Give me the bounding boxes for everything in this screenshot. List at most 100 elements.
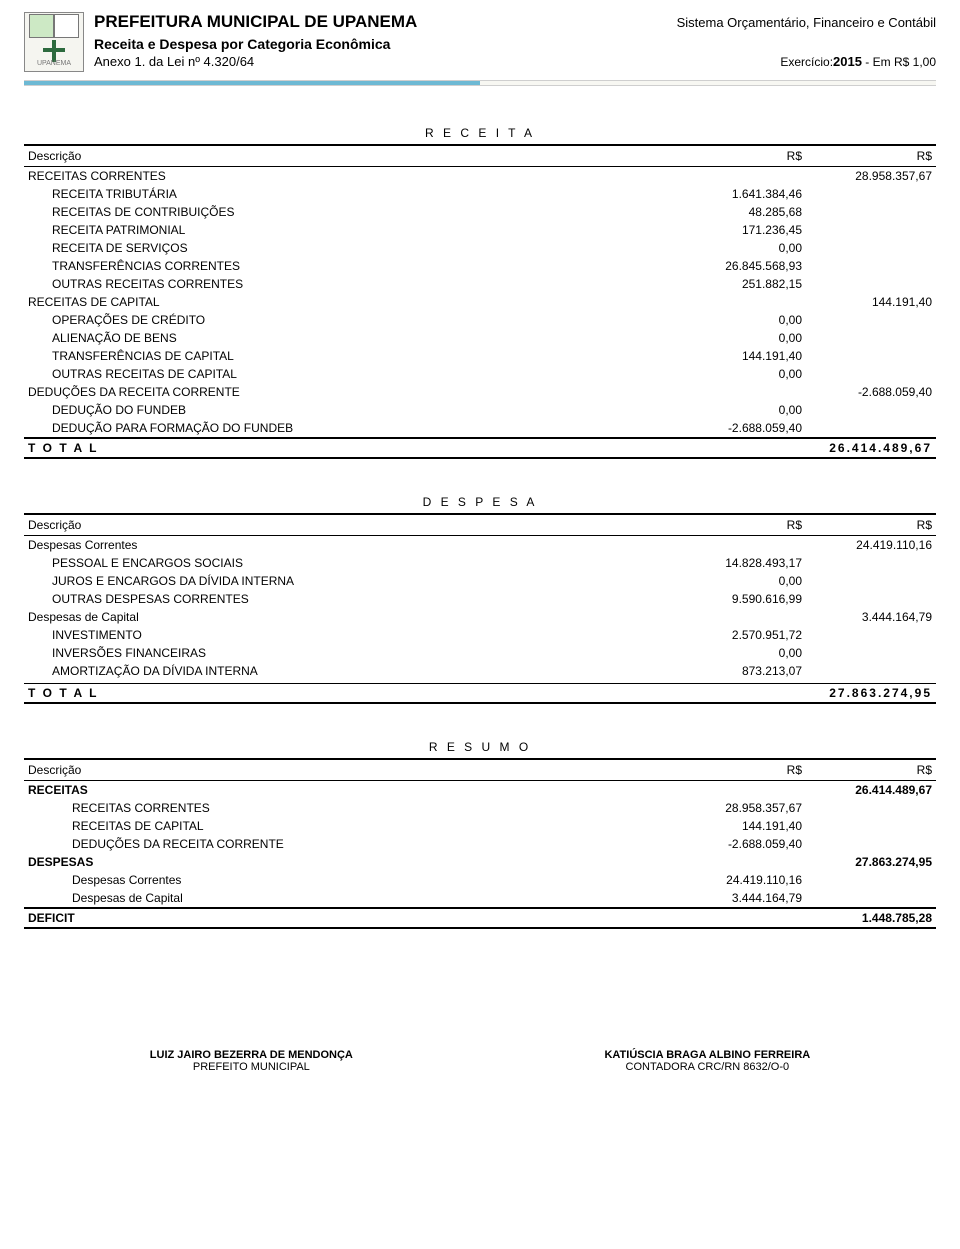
row-label: RECEITAS CORRENTES	[24, 167, 676, 186]
row-label: RECEITAS DE CONTRIBUIÇÕES	[24, 203, 676, 221]
despesa-total-value: 27.863.274,95	[806, 683, 936, 703]
row-label: OUTRAS RECEITAS CORRENTES	[24, 275, 676, 293]
row-label: TRANSFERÊNCIAS DE CAPITAL	[24, 347, 676, 365]
exercicio-suffix: - Em R$ 1,00	[862, 55, 936, 69]
sig-left-name: LUIZ JAIRO BEZERRA DE MENDONÇA	[150, 1049, 353, 1061]
row-value-2	[806, 572, 936, 590]
row-value-2	[806, 889, 936, 908]
row-value-2	[806, 311, 936, 329]
row-label: TRANSFERÊNCIAS CORRENTES	[24, 257, 676, 275]
despesa-table: Descrição R$ R$ Despesas Correntes24.419…	[24, 513, 936, 704]
deficit-value: 1.448.785,28	[806, 908, 936, 928]
col-rs2: R$	[806, 514, 936, 536]
row-value-2: 3.444.164,79	[806, 608, 936, 626]
row-value-1: 24.419.110,16	[676, 871, 806, 889]
table-row: INVESTIMENTO2.570.951,72	[24, 626, 936, 644]
row-label: RECEITA PATRIMONIAL	[24, 221, 676, 239]
row-value-1: 251.882,15	[676, 275, 806, 293]
row-value-2: 27.863.274,95	[806, 853, 936, 871]
row-value-1: 873.213,07	[676, 662, 806, 680]
row-value-1: 144.191,40	[676, 347, 806, 365]
row-label: RECEITAS	[24, 780, 676, 799]
table-row: RECEITA TRIBUTÁRIA1.641.384,46	[24, 185, 936, 203]
row-value-2	[806, 347, 936, 365]
receita-total-value: 26.414.489,67	[806, 438, 936, 458]
table-row: DEDUÇÕES DA RECEITA CORRENTE-2.688.059,4…	[24, 835, 936, 853]
col-rs1: R$	[676, 145, 806, 167]
table-row: RECEITAS DE CAPITAL144.191,40	[24, 817, 936, 835]
row-value-2: -2.688.059,40	[806, 383, 936, 401]
row-label: RECEITAS DE CAPITAL	[24, 817, 676, 835]
header-text-block: PREFEITURA MUNICIPAL DE UPANEMA Sistema …	[94, 12, 936, 69]
table-row: ALIENAÇÃO DE BENS0,00	[24, 329, 936, 347]
row-value-1	[676, 608, 806, 626]
row-value-1: 2.570.951,72	[676, 626, 806, 644]
row-value-2	[806, 275, 936, 293]
table-row: Despesas de Capital 3.444.164,79	[24, 608, 936, 626]
table-row: INVERSÕES FINANCEIRAS0,00	[24, 644, 936, 662]
row-value-2	[806, 662, 936, 680]
table-row: TRANSFERÊNCIAS CORRENTES26.845.568,93	[24, 257, 936, 275]
row-value-1	[676, 780, 806, 799]
signature-right: KATIÚSCIA BRAGA ALBINO FERREIRA CONTADOR…	[604, 1049, 810, 1073]
row-value-1: 0,00	[676, 239, 806, 257]
row-value-2	[806, 401, 936, 419]
row-value-2	[806, 644, 936, 662]
resumo-table: Descrição R$ R$ RECEITAS26.414.489,67REC…	[24, 758, 936, 929]
signature-left: LUIZ JAIRO BEZERRA DE MENDONÇA PREFEITO …	[150, 1049, 353, 1073]
receita-title: R E C E I T A	[24, 126, 936, 140]
col-rs2: R$	[806, 145, 936, 167]
row-value-1: -2.688.059,40	[676, 835, 806, 853]
row-value-2	[806, 799, 936, 817]
row-value-1: 0,00	[676, 401, 806, 419]
report-subtitle: Receita e Despesa por Categoria Econômic…	[94, 36, 936, 52]
row-value-2: 24.419.110,16	[806, 536, 936, 555]
receita-table: Descrição R$ R$ RECEITAS CORRENTES28.958…	[24, 144, 936, 459]
row-value-1: 9.590.616,99	[676, 590, 806, 608]
table-row: PESSOAL E ENCARGOS SOCIAIS14.828.493,17	[24, 554, 936, 572]
row-value-1: -2.688.059,40	[676, 419, 806, 438]
row-label: RECEITA TRIBUTÁRIA	[24, 185, 676, 203]
row-value-2	[806, 626, 936, 644]
row-value-2	[806, 365, 936, 383]
table-row: OUTRAS DESPESAS CORRENTES9.590.616,99	[24, 590, 936, 608]
table-row: OUTRAS RECEITAS DE CAPITAL0,00	[24, 365, 936, 383]
row-value-1	[676, 853, 806, 871]
row-value-1: 0,00	[676, 329, 806, 347]
row-value-1: 171.236,45	[676, 221, 806, 239]
row-label: AMORTIZAÇÃO DA DÍVIDA INTERNA	[24, 662, 676, 680]
row-label: OPERAÇÕES DE CRÉDITO	[24, 311, 676, 329]
row-value-1	[676, 167, 806, 186]
sig-right-name: KATIÚSCIA BRAGA ALBINO FERREIRA	[604, 1049, 810, 1061]
table-row: Despesas de Capital3.444.164,79	[24, 889, 936, 908]
row-value-1: 144.191,40	[676, 817, 806, 835]
row-label: OUTRAS DESPESAS CORRENTES	[24, 590, 676, 608]
row-label: Despesas Correntes	[24, 536, 676, 555]
row-value-1: 28.958.357,67	[676, 799, 806, 817]
row-value-2	[806, 203, 936, 221]
table-row: DEDUÇÕES DA RECEITA CORRENTE-2.688.059,4…	[24, 383, 936, 401]
row-value-2	[806, 871, 936, 889]
col-rs1: R$	[676, 759, 806, 781]
row-label: Despesas de Capital	[24, 608, 676, 626]
table-row: RECEITAS26.414.489,67	[24, 780, 936, 799]
anexo-label: Anexo 1. da Lei nº 4.320/64	[94, 54, 254, 69]
logo-icon: UPANEMA	[24, 12, 84, 72]
table-row: Despesas Correntes24.419.110,16	[24, 871, 936, 889]
row-value-1: 0,00	[676, 365, 806, 383]
row-label: RECEITA DE SERVIÇOS	[24, 239, 676, 257]
row-label: ALIENAÇÃO DE BENS	[24, 329, 676, 347]
row-value-1: 48.285,68	[676, 203, 806, 221]
row-label: DEDUÇÕES DA RECEITA CORRENTE	[24, 835, 676, 853]
col-descricao: Descrição	[24, 514, 676, 536]
sig-left-title: PREFEITO MUNICIPAL	[150, 1061, 353, 1073]
sig-right-title: CONTADORA CRC/RN 8632/O-0	[604, 1061, 810, 1073]
row-value-2	[806, 835, 936, 853]
table-row: TRANSFERÊNCIAS DE CAPITAL144.191,40	[24, 347, 936, 365]
row-label: DEDUÇÃO PARA FORMAÇÃO DO FUNDEB	[24, 419, 676, 438]
despesa-title: D E S P E S A	[24, 495, 936, 509]
page-header: UPANEMA PREFEITURA MUNICIPAL DE UPANEMA …	[24, 12, 936, 78]
page: UPANEMA PREFEITURA MUNICIPAL DE UPANEMA …	[0, 0, 960, 1097]
table-row: RECEITA DE SERVIÇOS0,00	[24, 239, 936, 257]
row-value-2: 144.191,40	[806, 293, 936, 311]
